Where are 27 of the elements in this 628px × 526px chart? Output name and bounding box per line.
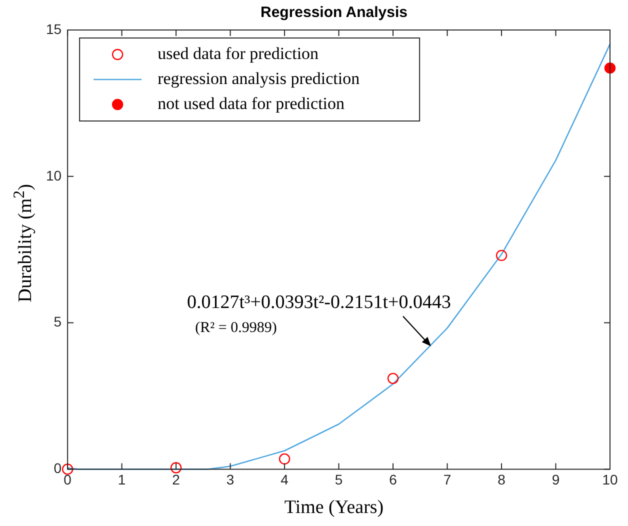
x-tick-label: 9 — [552, 471, 560, 488]
legend-label: used data for prediction — [158, 44, 320, 63]
x-tick-label: 0 — [64, 471, 72, 488]
y-tick-label: 15 — [46, 20, 62, 37]
legend-label: not used data for prediction — [158, 94, 346, 113]
x-tick-label: 10 — [602, 471, 618, 488]
chart-title: Regression Analysis — [259, 4, 408, 21]
point — [387, 372, 399, 384]
y-tick-label: 10 — [46, 167, 62, 184]
y-tick-label: 5 — [54, 314, 62, 330]
point — [170, 462, 182, 474]
x-tick-label: 4 — [280, 471, 289, 488]
annotation: (R² = 0.9989) — [195, 320, 277, 336]
x-tick-label: 8 — [498, 471, 506, 488]
annotation: 0.0127t³+0.0393t²-0.2151t+0.0443 — [187, 292, 451, 314]
x-tick-label: 5 — [334, 471, 343, 488]
point — [496, 250, 508, 262]
x-tick-label: 1 — [118, 471, 126, 488]
point — [62, 464, 74, 475]
x-tick-label: 6 — [389, 471, 398, 488]
x-axis-title: Time (Years) — [283, 497, 385, 519]
legend-label: regression analysis prediction — [158, 68, 360, 88]
x-tick-label: 2 — [172, 471, 180, 488]
point — [278, 453, 290, 465]
x-tick-label: 3 — [226, 471, 234, 488]
x-tick-label: 7 — [443, 471, 452, 488]
y-tick-label: 0 — [54, 460, 62, 476]
